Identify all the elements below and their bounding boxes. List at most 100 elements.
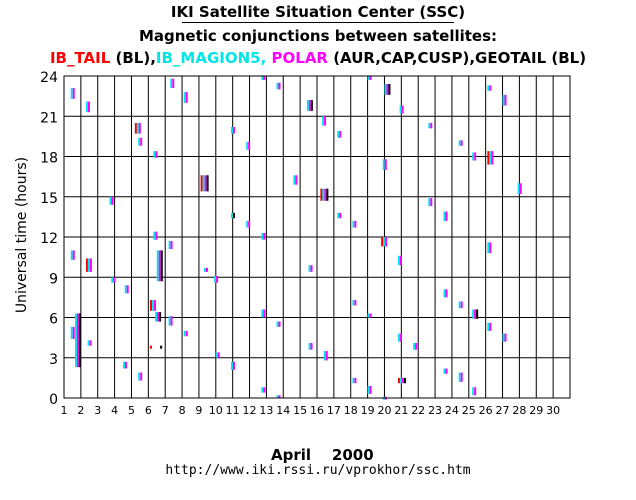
conjunction-mark	[399, 377, 402, 384]
conjunction-mark	[168, 241, 171, 250]
conjunction-mark	[458, 140, 461, 146]
conjunction-mark	[428, 198, 431, 207]
conjunction-mark	[487, 322, 490, 331]
conjunction-mark	[519, 183, 522, 195]
conjunction-mark	[401, 377, 404, 384]
conjunction-mark	[70, 250, 73, 260]
conjunction-mark	[140, 372, 143, 381]
conjunction-mark	[443, 368, 446, 374]
conjunction-mark	[76, 313, 79, 368]
conjunction-mark	[310, 342, 313, 350]
conjunction-mark	[384, 84, 387, 95]
conjunction-mark	[460, 140, 463, 146]
conjunction-mark	[232, 212, 235, 219]
conjunction-mark	[261, 76, 264, 81]
conjunction-mark	[472, 152, 475, 161]
x-tick-label: 7	[162, 404, 169, 417]
conjunction-mark	[261, 309, 264, 318]
conjunction-mark	[324, 188, 327, 201]
conjunction-mark	[232, 126, 235, 134]
conjunction-mark	[248, 220, 251, 228]
x-axis-label: April 2000	[271, 446, 374, 464]
conjunction-mark	[399, 333, 402, 342]
conjunction-mark	[354, 220, 357, 228]
y-tick-label: 3	[49, 352, 58, 368]
conjunction-mark	[263, 76, 266, 81]
conjunction-mark	[70, 326, 73, 339]
conjunction-mark	[155, 151, 158, 158]
conjunction-mark	[308, 342, 311, 350]
conjunction-mark	[170, 316, 173, 326]
conjunction-mark	[397, 255, 400, 266]
conjunction-mark	[322, 116, 325, 126]
x-tick-label: 23	[428, 404, 442, 417]
conjunction-mark	[124, 285, 127, 294]
conjunction-mark	[138, 137, 141, 146]
legend-entry: (AUR,CAP,CUSP),GEOTAIL (BL)	[327, 49, 587, 67]
conjunction-mark	[487, 85, 490, 91]
y-tick-labels: 0 3 6 9 12 15 18 21 24	[40, 70, 58, 408]
x-tick-label: 29	[529, 404, 543, 417]
legend-entry: (BL),	[110, 49, 156, 67]
conjunction-mark	[150, 345, 153, 349]
conjunction-mark	[415, 342, 418, 350]
conjunction-mark	[354, 377, 357, 384]
conjunction-mark	[159, 312, 162, 322]
conjunction-mark	[230, 361, 233, 370]
conjunction-mark	[489, 151, 492, 165]
conjunction-mark	[474, 309, 477, 319]
conjunction-mark	[111, 277, 114, 283]
conjunction-mark	[203, 267, 206, 272]
conjunction-mark	[430, 122, 433, 129]
conjunction-mark	[310, 265, 313, 272]
conjunction-mark	[381, 237, 384, 247]
conjunction-mark	[367, 313, 370, 318]
conjunction-mark	[78, 313, 81, 368]
x-tick-label: 6	[145, 404, 152, 417]
conjunction-mark	[369, 313, 372, 318]
conjunction-mark	[308, 265, 311, 272]
conjunction-mark	[154, 300, 157, 311]
conjunction-mark	[489, 322, 492, 331]
x-tick-label: 12	[243, 404, 257, 417]
conjunction-mark	[113, 277, 116, 283]
conjunction-mark	[276, 395, 279, 399]
y-tick-label: 9	[49, 271, 58, 287]
y-tick-label: 6	[49, 312, 58, 328]
conjunction-mark	[246, 141, 249, 150]
conjunction-mark	[278, 321, 281, 327]
conjunction-mark	[204, 175, 207, 192]
conjunction-mark	[170, 241, 173, 250]
conjunction-mark	[138, 372, 141, 381]
x-tick-label: 22	[411, 404, 425, 417]
conjunction-mark	[352, 220, 355, 228]
conjunction-mark	[206, 175, 209, 192]
conjunction-mark	[85, 101, 88, 113]
conjunction-mark	[126, 285, 129, 294]
conjunction-mark	[323, 351, 326, 361]
conjunction-mark	[443, 289, 446, 298]
conjunction-mark	[87, 340, 90, 346]
conjunction-mark	[89, 340, 92, 346]
conjunction-mark	[232, 361, 235, 370]
conjunction-mark	[185, 330, 188, 337]
conjunction-mark	[382, 159, 385, 170]
conjunction-mark	[87, 258, 90, 272]
conjunction-mark	[70, 88, 73, 99]
conjunction-mark	[230, 212, 233, 219]
chart-subtitle: Magnetic conjunctions between satellites…	[138, 27, 498, 45]
conjunction-mark	[111, 196, 114, 205]
conjunction-mark	[489, 85, 492, 91]
conjunction-mark	[487, 242, 490, 254]
x-tick-label: 18	[344, 404, 358, 417]
y-axis-label: Universal time (hours)	[14, 157, 30, 313]
legend-entry: IB_MAGION5,	[155, 49, 272, 67]
conjunction-mark	[248, 141, 251, 150]
conjunction-mark	[430, 198, 433, 207]
conjunction-mark	[367, 76, 370, 81]
conjunction-mark	[85, 258, 88, 272]
conjunction-mark	[504, 94, 507, 106]
conjunction-mark	[388, 84, 391, 95]
conjunction-mark	[325, 351, 328, 361]
x-tick-label: 17	[327, 404, 341, 417]
